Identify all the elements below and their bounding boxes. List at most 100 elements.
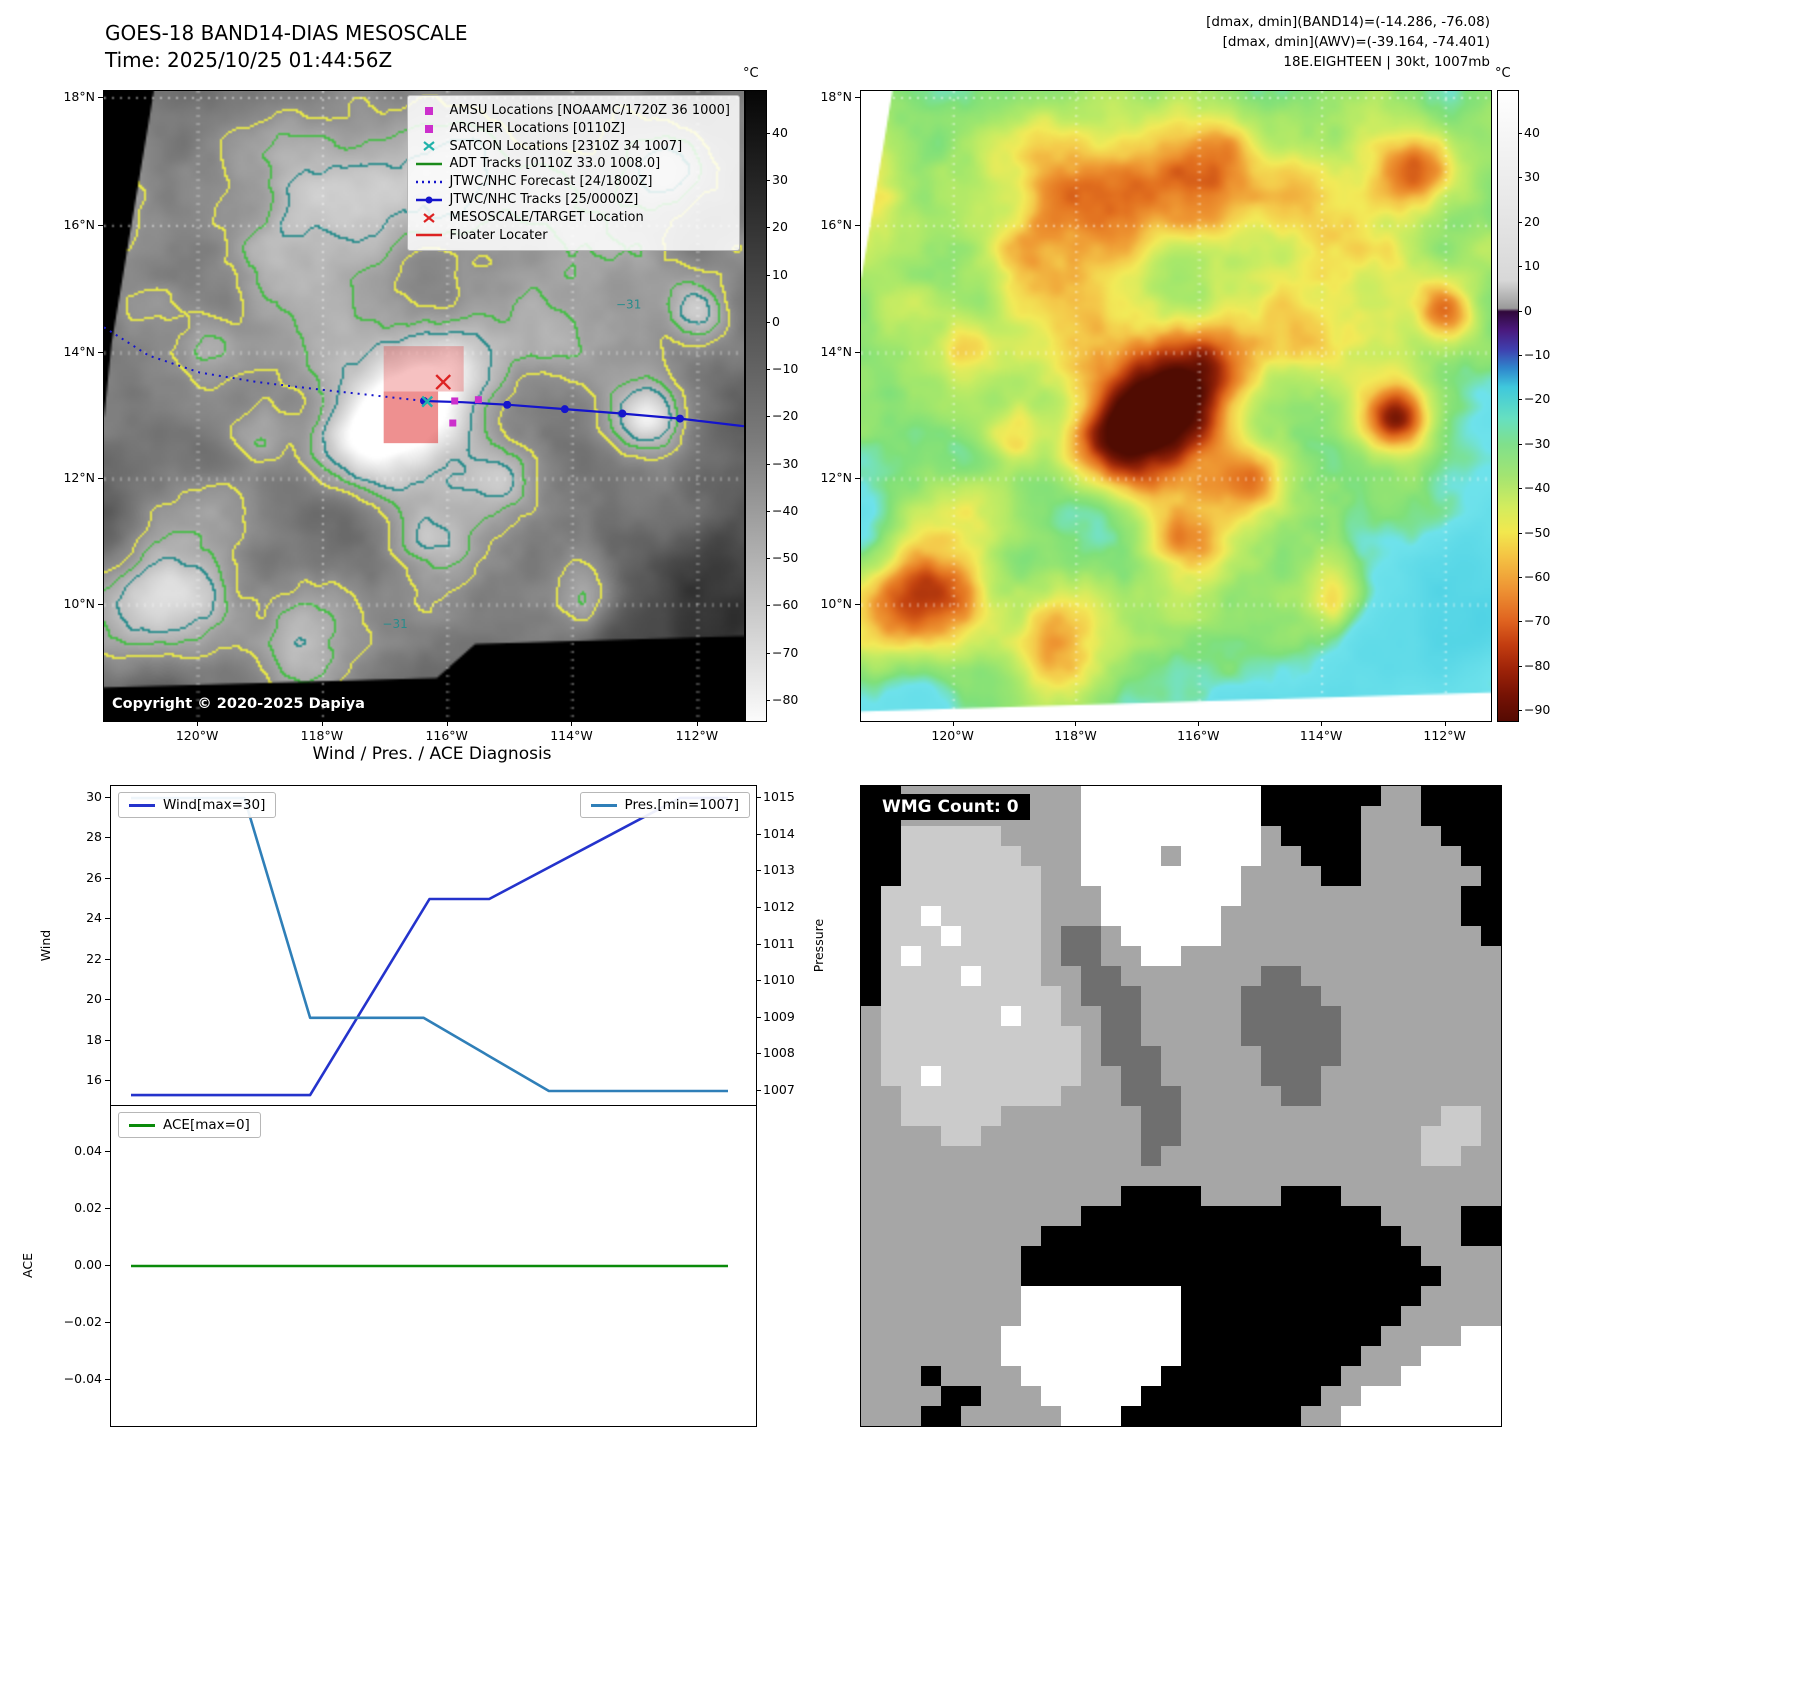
legend-item: ADT Tracks [0110Z 33.0 1008.0]	[414, 155, 730, 173]
band14-cb-tick-mark	[766, 605, 770, 607]
lat-tick-mark	[98, 604, 103, 606]
legend-x	[422, 141, 435, 152]
ace-tick-mark	[105, 1150, 110, 1152]
lon-tick-mark	[197, 721, 199, 726]
legend-item-label: Floater Locater	[449, 227, 548, 243]
awv-cb-tick-mark	[1518, 310, 1522, 312]
amsu-location	[449, 419, 457, 427]
pressure-tick-label: 1015	[763, 789, 795, 805]
ace-tick-label: 0.02	[74, 1199, 102, 1215]
ace-tick-label: −0.02	[63, 1314, 102, 1330]
lat-tick-label: 16°N	[63, 216, 95, 232]
band14-cb-tick-mark	[766, 416, 770, 418]
ace-tick-mark	[105, 1265, 110, 1266]
awv-cb-tick-mark	[1518, 621, 1522, 623]
wind-legend-label: Wind[max=30]	[163, 797, 266, 813]
legend-item: Floater Locater	[414, 227, 730, 245]
band14-map: −31 −31 AMSU Locations [NOAAMC/1720Z 36 1…	[103, 90, 745, 722]
ace-tick-mark	[105, 1207, 110, 1209]
lon-tick-mark	[1198, 721, 1200, 726]
lat-tick-label: 16°N	[820, 216, 852, 232]
band14-cb-tick-label: 10	[772, 266, 788, 282]
jtwc-forecast-track	[104, 326, 425, 402]
lat-tick-mark	[98, 478, 103, 480]
wmg-count-badge: WMG Count: 0	[871, 794, 1030, 820]
line-marker-icon	[415, 163, 442, 166]
band14-cb-tick-label: −80	[772, 691, 799, 707]
wind-pressure-plot: Wind[max=30] Pres.[min=1007]	[110, 785, 757, 1107]
wind-tick-label: 16	[86, 1071, 102, 1087]
awv-cb-tick-mark	[1518, 710, 1522, 712]
awv-cb-tick-label: 20	[1524, 213, 1540, 229]
awv-cb-tick-label: −30	[1524, 435, 1551, 451]
awv-colorbar-unit: °C	[1495, 66, 1511, 81]
pressure-tick-label: 1011	[763, 935, 795, 951]
awv-satellite-image	[861, 91, 1491, 721]
legend-dot	[425, 196, 433, 204]
legend-item: SATCON Locations [2310Z 34 1007]	[414, 138, 730, 156]
awv-cb-tick-mark	[1518, 488, 1522, 490]
band14-cb-tick-label: 0	[772, 313, 780, 329]
band14-time: Time: 2025/10/25 01:44:56Z	[105, 48, 393, 72]
awv-cb-tick-mark	[1518, 665, 1522, 667]
wind-tick-mark	[105, 918, 110, 920]
ace-tick-mark	[105, 1379, 110, 1381]
band14-colorbar	[745, 90, 767, 722]
band14-cb-tick-label: −50	[772, 550, 799, 566]
contour-label: −31	[382, 617, 407, 631]
lat-tick-mark	[855, 604, 860, 606]
lon-tick-label: 118°W	[300, 728, 344, 743]
lat-tick-label: 14°N	[820, 344, 852, 360]
lon-tick-mark	[696, 721, 698, 726]
awv-colorbar	[1497, 90, 1519, 722]
ace-tick-mark	[105, 1322, 110, 1324]
amsu-location	[451, 397, 459, 405]
awv-cb-tick-label: −40	[1524, 480, 1551, 496]
lon-tick-label: 114°W	[550, 728, 593, 743]
jtwc-track-point	[676, 414, 684, 423]
legend-item-label: ADT Tracks [0110Z 33.0 1008.0]	[449, 156, 661, 172]
wind-tick-mark	[105, 999, 110, 1001]
lon-tick-label: 112°W	[1423, 728, 1466, 743]
satcon-location	[421, 395, 434, 408]
legend-square	[424, 124, 433, 133]
ace-tick-label: 0.04	[74, 1142, 102, 1158]
awv-cb-tick-mark	[1518, 221, 1522, 223]
legend-item-label: SATCON Locations [2310Z 34 1007]	[449, 138, 683, 154]
lat-tick-mark	[855, 352, 860, 354]
awv-map	[860, 90, 1492, 722]
band14-cb-tick-mark	[766, 132, 770, 134]
lat-tick-label: 12°N	[63, 470, 95, 486]
pressure-tick-label: 1013	[763, 862, 795, 878]
lon-tick-mark	[1321, 721, 1323, 726]
band14-cb-tick-mark	[766, 699, 770, 701]
wind-tick-mark	[105, 796, 110, 798]
legend-item-label: JTWC/NHC Tracks [25/0000Z]	[449, 191, 639, 207]
mesoscale-target	[435, 374, 452, 390]
awv-cb-tick-label: −80	[1524, 657, 1551, 673]
wind-tick-label: 30	[86, 788, 102, 804]
wind-tick-mark	[105, 1079, 110, 1081]
lat-tick-mark	[855, 96, 860, 98]
jtwc-track	[423, 399, 744, 428]
awv-cb-tick-label: −20	[1524, 391, 1551, 407]
ace-line-sample	[129, 1123, 155, 1127]
band14-cb-tick-mark	[766, 558, 770, 560]
lat-tick-label: 18°N	[820, 88, 852, 104]
band14-cb-tick-label: −70	[772, 644, 799, 660]
series-Pres.[min=1007]	[131, 796, 728, 1093]
dmax-dmin-band14: [dmax, dmin](BAND14)=(-14.286, -76.08)	[1206, 14, 1490, 30]
lon-tick-label: 116°W	[425, 728, 468, 743]
band14-cb-tick-label: 40	[772, 124, 788, 140]
pressure-tick-mark	[756, 1089, 761, 1091]
band14-title: GOES-18 BAND14-DIAS MESOSCALE	[105, 21, 468, 45]
lon-tick-label: 120°W	[175, 728, 219, 743]
awv-cb-tick-label: 30	[1524, 169, 1540, 185]
pressure-tick-mark	[756, 980, 761, 982]
legend-item-label: JTWC/NHC Forecast [24/1800Z]	[449, 174, 653, 190]
wind-tick-mark	[105, 958, 110, 960]
legend-item-label: ARCHER Locations [0110Z]	[449, 120, 626, 136]
lon-tick-mark	[321, 721, 323, 726]
dotted-marker-icon	[415, 180, 442, 184]
wind-pressure-lines	[131, 796, 728, 1097]
